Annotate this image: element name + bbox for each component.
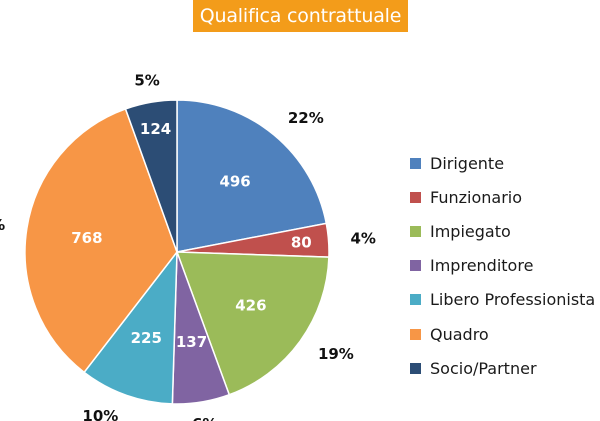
legend-label-socio-partner: Socio/Partner	[430, 358, 537, 378]
data-label-quadro: 768	[71, 229, 102, 247]
legend-label-imprenditore: Imprenditore	[430, 256, 534, 276]
legend-item-libero-professionista: Libero Professionista	[410, 283, 595, 317]
data-label-dirigente: 496	[219, 173, 250, 191]
data-label-imprenditore: 137	[176, 333, 207, 351]
legend-label-libero-professionista: Libero Professionista	[430, 290, 596, 310]
pie-slice-libero-professionista	[83, 249, 178, 405]
legend-label-impiegato: Impiegato	[430, 221, 511, 241]
legend-swatch-impiegato	[410, 225, 421, 237]
legend-item-impiegato: Impiegato	[410, 214, 595, 248]
legend-label-dirigente: Dirigente	[430, 153, 505, 173]
pie-slice-socio-partner	[124, 99, 178, 253]
legend: Dirigente Funzionario Impiegato Imprenditor…	[410, 146, 595, 385]
pie-slice-quadro	[24, 108, 178, 374]
legend-label-quadro: Quadro	[430, 324, 489, 344]
legend-label-funzionario: Funzionario	[430, 187, 522, 207]
legend-swatch-dirigente	[410, 157, 421, 169]
legend-swatch-funzionario	[410, 191, 421, 203]
legend-item-dirigente: Dirigente	[410, 146, 595, 180]
percent-label-imprenditore: 6%	[192, 415, 217, 421]
data-label-libero-professionista: 225	[131, 329, 162, 347]
legend-swatch-libero-professionista	[410, 294, 421, 306]
pie-slice-impiegato	[175, 251, 330, 396]
percent-label-quadro: 34%	[0, 216, 5, 234]
percent-label-dirigente: 22%	[288, 109, 324, 127]
legend-item-socio-partner: Socio/Partner	[410, 351, 595, 385]
percent-label-impiegato: 19%	[318, 345, 354, 363]
percent-label-libero-professionista: 10%	[82, 407, 118, 421]
legend-item-imprenditore: Imprenditore	[410, 249, 595, 283]
percent-label-funzionario: 4%	[350, 229, 375, 247]
chart-title-text: Qualifica contrattuale	[199, 5, 402, 27]
data-label-funzionario: 80	[291, 233, 312, 251]
data-label-impiegato: 426	[235, 296, 266, 314]
legend-item-quadro: Quadro	[410, 317, 595, 351]
legend-swatch-imprenditore	[410, 260, 421, 272]
legend-item-funzionario: Funzionario	[410, 180, 595, 214]
pie-slice-dirigente	[176, 99, 328, 253]
chart-title: Qualifica contrattuale	[193, 0, 408, 32]
legend-swatch-socio-partner	[410, 362, 421, 374]
percent-label-socio-partner: 5%	[134, 72, 159, 90]
data-label-socio-partner: 124	[140, 120, 171, 138]
legend-swatch-quadro	[410, 328, 421, 340]
